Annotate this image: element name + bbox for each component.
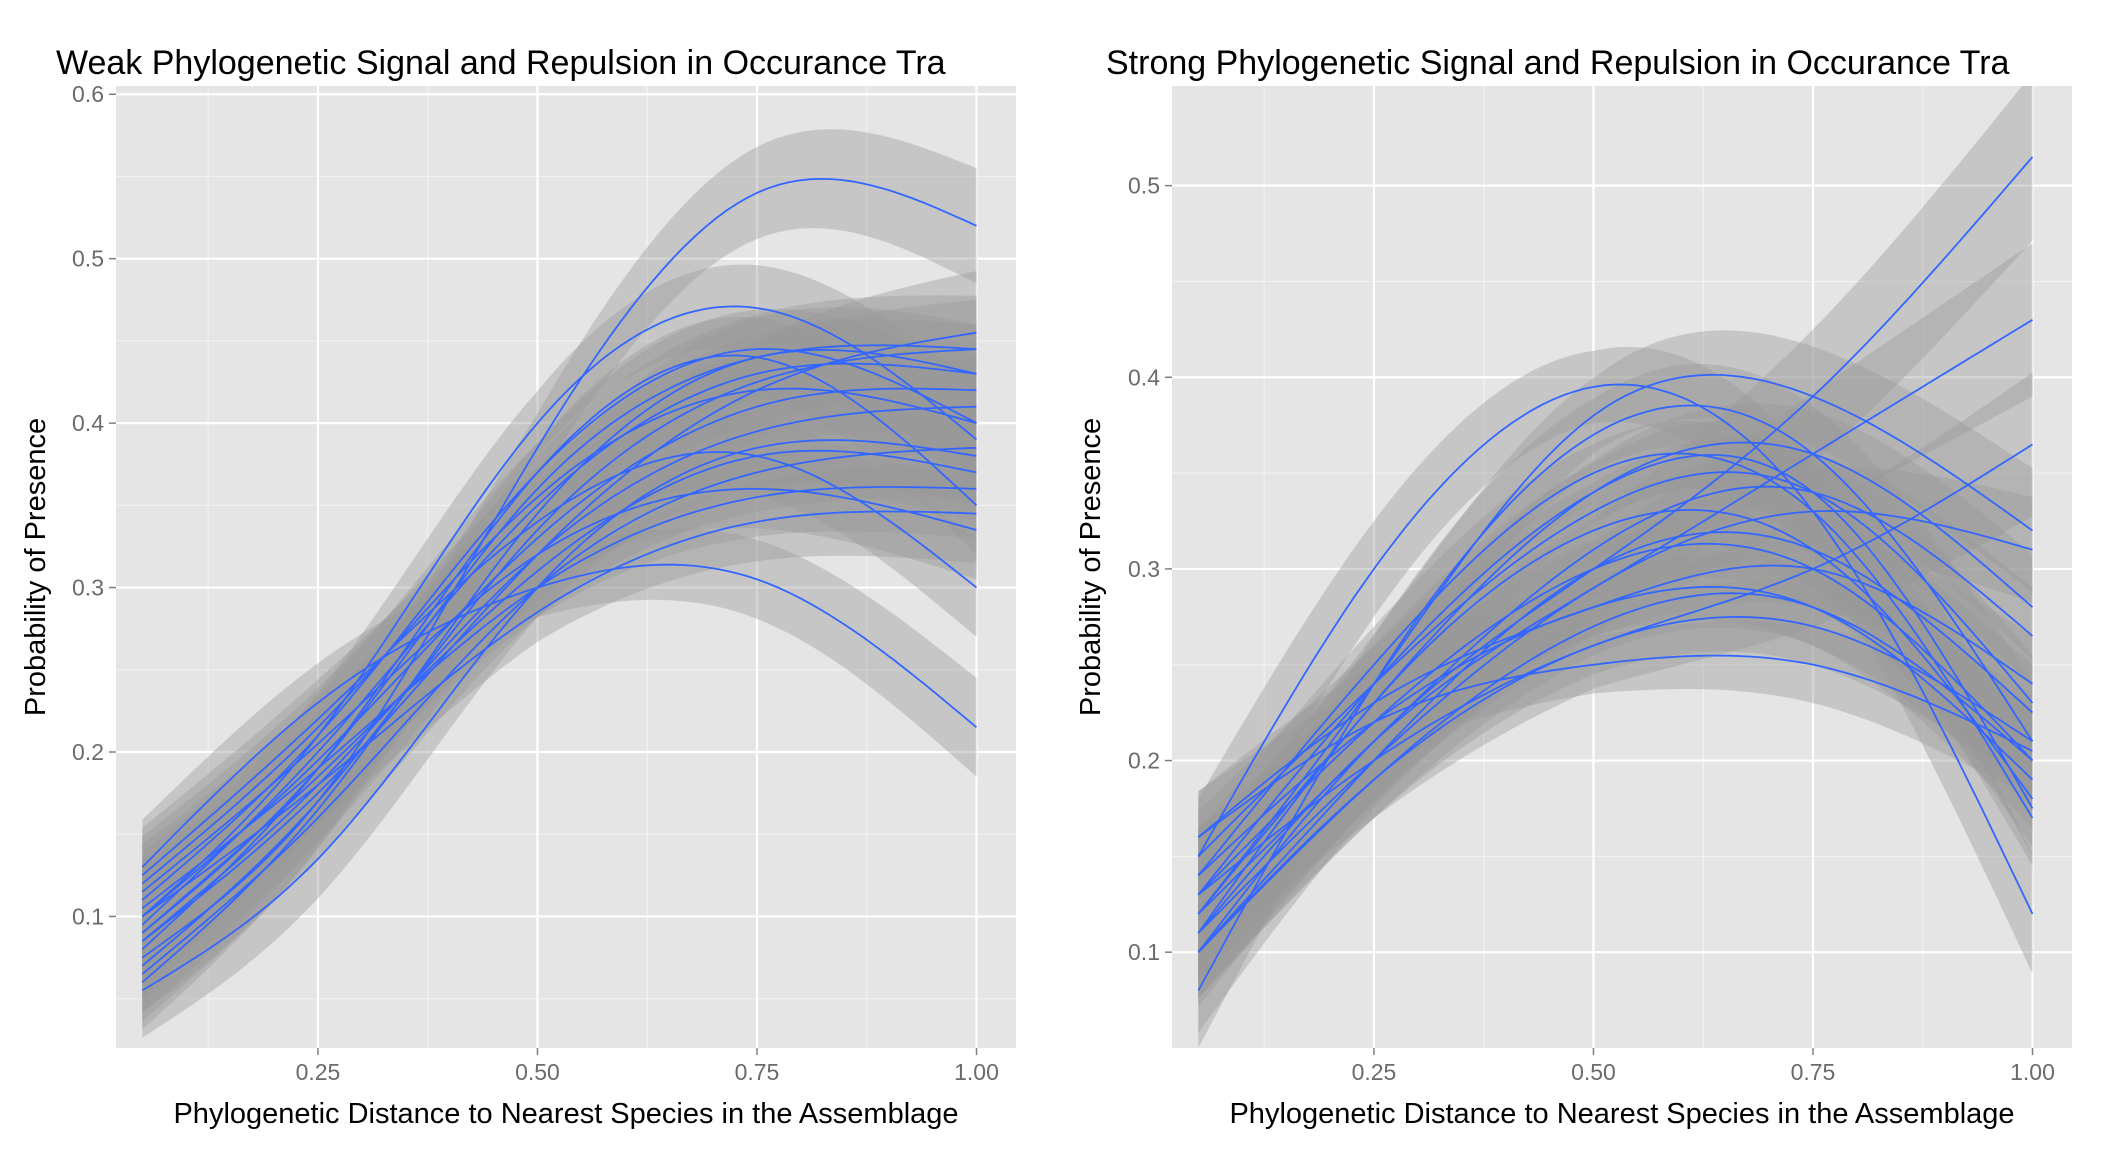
series-group [1197,86,2034,1048]
y-axis-title: Probability of Presence [20,418,52,716]
confidence-band-7 [1198,620,2033,884]
x-tick-label: 0.25 [1352,1059,1397,1085]
confidence-band-15 [142,299,977,1014]
confidence-band-2 [142,264,977,968]
confidence-band-8 [1198,552,2033,922]
x-tick-label: 0.50 [1571,1059,1616,1085]
series-line-4 [141,344,977,934]
y-tick-label: 0.3 [72,575,104,601]
x-tick-label: 0.75 [735,1059,780,1085]
y-tick-label: 0.2 [1128,748,1160,774]
y-tick-label: 0.3 [1128,556,1160,582]
confidence-band-10 [1198,509,2033,941]
series-line-18 [1197,510,2033,934]
series-line-6 [1197,404,2034,991]
x-tick-label: 1.00 [2010,1059,2055,1085]
y-tick-label: 0.5 [1128,173,1160,199]
series-line-15 [141,348,977,967]
plot-background [116,86,1016,1048]
series-line-16 [141,486,977,909]
confidence-band-5 [1198,330,2033,974]
confidence-band-1 [142,129,977,1013]
confidence-band-19 [142,307,977,1030]
series-line-7 [141,563,978,868]
chart-panel-2: 0.25 0.50 0.75 1.00 0.1 0.2 0.3 0.4 0.5 Strong Ph… [1075,44,2072,1130]
confidence-band-14 [1198,497,2033,999]
series-line-8 [141,439,977,992]
y-tick-label: 0.2 [72,739,104,765]
series-line-12 [1197,471,2034,858]
confidence-band-9 [142,398,977,1022]
y-axis-title: Probability of Presence [1075,418,1107,716]
confidence-band-18 [142,449,977,940]
confidence-band-17 [142,408,977,981]
confidence-band-6 [1198,364,2033,1048]
confidence-band-10 [142,319,977,972]
y-tick-label: 0.1 [1128,939,1160,965]
confidence-band-16 [1198,403,2033,965]
confidence-band-4 [1198,346,2033,974]
x-tick-label: 0.75 [1791,1059,1836,1085]
series-line-1 [141,177,977,959]
chart-title: Strong Phylogenetic Signal and Repulsion… [1106,44,2010,82]
confidence-band-1 [1198,86,2033,1033]
confidence-band-9 [1198,558,2033,999]
confidence-band-18 [1198,467,2033,984]
series-line-19 [1197,453,2034,896]
confidence-band-13 [1198,450,2033,960]
x-tick-label: 0.50 [515,1059,560,1085]
confidence-band-12 [142,340,977,964]
y-tick-label: 0.1 [72,903,104,929]
confidence-band-11 [142,316,977,997]
confidence-band-15 [1198,421,2033,922]
series-line-4 [1197,383,2034,915]
series-line-13 [141,405,977,942]
y-tick-label: 0.5 [72,246,104,272]
confidence-band-7 [142,528,977,915]
confidence-band-6 [142,414,977,923]
confidence-band-14 [142,347,977,931]
series-line-2 [141,305,978,918]
confidence-band-13 [142,357,977,989]
x-tick-label: 1.00 [954,1059,999,1085]
series-line-15 [1197,452,2034,877]
series-line-17 [1197,564,2034,838]
series-line-8 [1197,585,2034,877]
series-line-5 [1197,373,2034,915]
y-tick-label: 0.4 [1128,364,1160,390]
series-line-10 [141,362,977,926]
chart-title: Weak Phylogenetic Signal and Repulsion i… [56,44,946,82]
plot-background [1172,86,2072,1048]
confidence-band-12 [1198,437,2033,903]
confidence-band-20 [1198,581,2033,999]
series-line-16 [1197,441,2034,915]
confidence-band-5 [142,271,977,1001]
series-line-17 [141,449,977,934]
series-line-14 [141,387,977,885]
series-line-7 [1197,654,2033,838]
x-tick-label: 0.25 [296,1059,341,1085]
x-axis-title: Phylogenetic Distance to Nearest Species… [1229,1098,2014,1130]
series-line-19 [141,348,977,983]
confidence-band-16 [142,439,977,956]
series-group [141,129,978,1038]
series-line-14 [1197,531,2034,953]
x-axis-title: Phylogenetic Distance to Nearest Species… [173,1098,958,1130]
series-line-20 [141,510,977,918]
series-line-20 [1197,615,2033,953]
confidence-band-4 [142,295,977,985]
confidence-band-19 [1198,420,2033,941]
confidence-band-20 [142,464,977,964]
series-line-1 [1197,156,2034,953]
y-tick-label: 0.4 [72,410,104,436]
series-line-13 [1197,485,2034,915]
series-line-9 [141,446,977,975]
series-line-5 [141,331,977,942]
y-tick-label: 0.6 [72,81,104,107]
confidence-band-2 [1198,243,2033,1007]
series-line-18 [141,488,977,893]
confidence-band-8 [142,396,977,1038]
